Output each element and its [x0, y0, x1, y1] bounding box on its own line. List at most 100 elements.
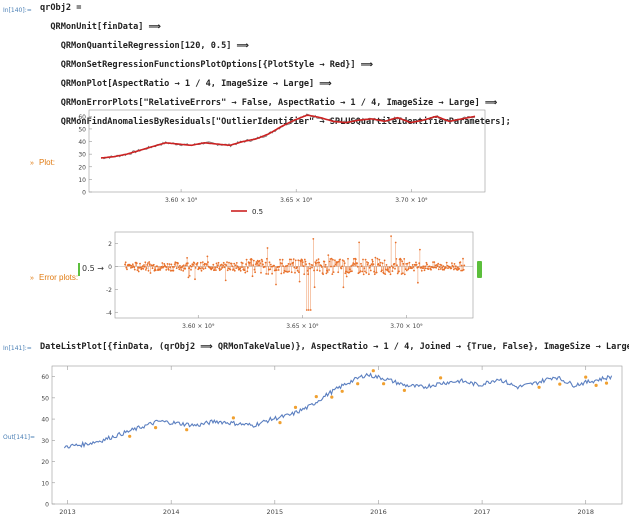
input-label-140: In[140]:=: [3, 7, 32, 14]
y-tick-label: 20: [78, 164, 86, 171]
error-point: [268, 261, 271, 264]
outlier-point: [594, 383, 598, 387]
error-point: [205, 263, 208, 266]
error-point: [371, 260, 374, 263]
error-point: [126, 268, 128, 271]
error-plot[interactable]: -4 -2 0 2 3.60 × 10⁹ 3.65 × 10⁹ 3.70 × 10⁹: [95, 226, 479, 338]
error-point: [415, 261, 417, 264]
error-point: [184, 267, 187, 270]
error-point: [400, 258, 402, 261]
x-tick-label: 3.70 × 10⁹: [395, 197, 428, 204]
error-point: [381, 269, 383, 272]
error-point: [374, 256, 377, 259]
error-point: [339, 258, 341, 261]
code-line-6[interactable]: QRMonErrorPlots["RelativeErrors" → False…: [40, 98, 498, 108]
error-point: [460, 269, 462, 272]
error-point: [340, 267, 343, 270]
error-point: [267, 268, 270, 271]
y-tick-label: 10: [78, 177, 86, 184]
error-point: [211, 266, 214, 269]
code-line-4[interactable]: QRMonSetRegressionFunctionsPlotOptions[{…: [40, 60, 374, 70]
error-point: [225, 264, 228, 267]
error-point: [271, 272, 273, 275]
association-close-bracket: [477, 261, 482, 278]
error-point: [379, 264, 381, 267]
outlier-point: [154, 426, 158, 430]
error-point: [224, 263, 226, 266]
error-point: [320, 266, 323, 268]
error-point: [177, 266, 180, 269]
error-point: [405, 269, 408, 272]
outlier-point: [371, 369, 375, 373]
error-point: [317, 258, 320, 260]
error-point: [342, 286, 345, 289]
error-point: [351, 264, 354, 266]
quantile-regression-plot[interactable]: 0 10 20 30 40 50 60 3.60 × 10⁹ 3.65 × 10⁹ 3.70 × …: [55, 106, 495, 218]
error-point: [292, 258, 295, 260]
error-point: [133, 268, 136, 271]
error-point: [426, 263, 428, 266]
error-point: [376, 257, 379, 260]
error-point: [166, 263, 169, 265]
error-point: [422, 267, 425, 269]
error-point: [259, 262, 262, 264]
error-point: [413, 269, 415, 272]
error-point: [292, 261, 294, 264]
print-errors-label-group: » Error plots:: [30, 265, 78, 284]
error-point: [304, 260, 307, 263]
error-point: [177, 262, 179, 265]
error-point: [393, 262, 396, 265]
error-point: [441, 266, 443, 269]
error-point: [323, 260, 326, 263]
code-line-5[interactable]: QRMonPlot[AspectRatio → 1 / 4, ImageSize…: [40, 79, 332, 89]
error-point: [201, 267, 204, 269]
code-line-1[interactable]: qrObj2 =: [40, 3, 82, 13]
error-point: [305, 309, 308, 311]
error-point: [436, 265, 439, 268]
error-point: [189, 264, 192, 267]
error-point: [404, 268, 407, 271]
error-point: [315, 259, 318, 262]
error-point: [337, 260, 340, 263]
error-point: [170, 263, 173, 266]
code-line-2[interactable]: QRMonUnit[finData] ⟹: [40, 22, 161, 32]
error-point: [445, 261, 448, 264]
error-points: [124, 235, 466, 311]
error-point: [447, 267, 449, 270]
error-point: [385, 264, 388, 266]
error-point: [296, 269, 299, 272]
error-point: [324, 266, 326, 268]
error-point: [368, 273, 370, 276]
error-point: [147, 269, 150, 272]
error-point: [326, 269, 328, 272]
error-point: [279, 258, 281, 261]
error-point: [337, 271, 340, 274]
error-point: [246, 270, 249, 273]
date-list-plot[interactable]: 0 10 20 30 40 50 60 2013 2014 2015 2016 2017 2018: [38, 362, 626, 520]
error-point: [332, 271, 335, 273]
error-point: [280, 272, 283, 275]
association-open-bracket: [78, 263, 80, 276]
error-point: [349, 268, 351, 271]
error-point: [262, 263, 264, 266]
error-point: [318, 270, 321, 272]
error-point: [351, 270, 353, 273]
error-point: [341, 259, 344, 261]
code-line-3[interactable]: QRMonQuantileRegression[120, 0.5] ⟹: [40, 41, 249, 51]
outlier-point: [231, 416, 235, 420]
outlier-point: [558, 382, 562, 386]
error-point: [452, 265, 455, 268]
y-tick-label: 50: [41, 395, 49, 402]
input-cell-141[interactable]: DateListPlot[{finData, (qrObj2 ⟹ QRMonTa…: [40, 342, 629, 352]
error-point: [308, 262, 311, 265]
error-point: [332, 258, 334, 261]
error-point: [394, 241, 397, 244]
error-point: [215, 269, 217, 271]
error-point: [235, 267, 238, 269]
error-point: [396, 272, 399, 275]
y-tick-label: 30: [41, 438, 49, 445]
error-point: [362, 273, 365, 276]
error-point: [247, 266, 249, 269]
y-tick-label: 0: [45, 502, 49, 509]
error-point: [303, 273, 306, 276]
